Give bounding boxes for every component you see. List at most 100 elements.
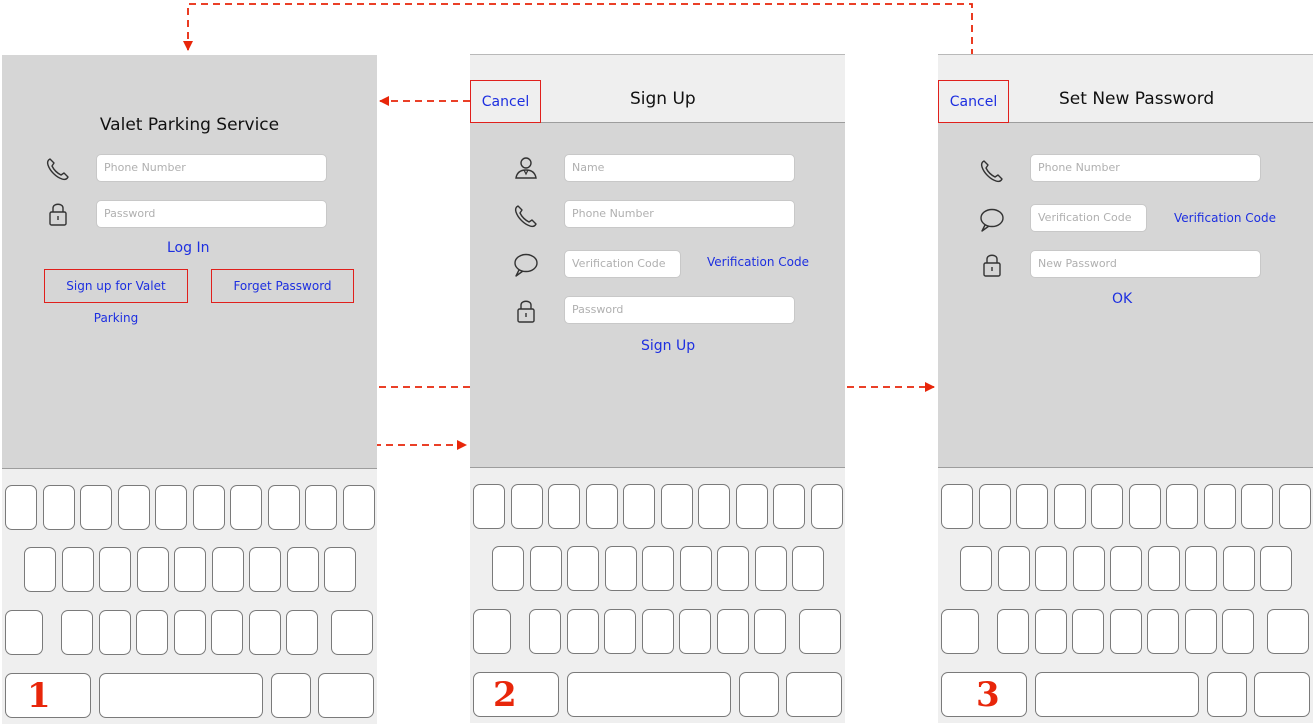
keyboard-key[interactable]: [473, 672, 559, 717]
keyboard-key[interactable]: [1166, 484, 1198, 529]
keyboard-key[interactable]: [1207, 672, 1247, 717]
keyboard-key[interactable]: [155, 485, 187, 530]
keyboard-key[interactable]: [1222, 609, 1254, 654]
keyboard-key[interactable]: [136, 610, 168, 655]
keyboard-key[interactable]: [1034, 609, 1067, 654]
keyboard-key[interactable]: [1128, 484, 1161, 529]
keyboard-key[interactable]: [716, 609, 749, 654]
keyboard-key[interactable]: [698, 484, 730, 529]
signup-button[interactable]: Sign Up: [641, 338, 696, 354]
keyboard-key[interactable]: [641, 609, 674, 654]
keyboard-key[interactable]: [1110, 546, 1142, 591]
verification-code-input[interactable]: Verification Code: [1030, 204, 1147, 232]
signup-for-valet-button[interactable]: Sign up for Valet Parking: [44, 269, 188, 325]
keyboard-key[interactable]: [473, 609, 511, 654]
name-input[interactable]: Name: [564, 154, 795, 182]
keyboard-key[interactable]: [567, 672, 731, 717]
keyboard-key[interactable]: [1185, 546, 1217, 591]
keyboard-key[interactable]: [1260, 546, 1292, 591]
keyboard-key[interactable]: [5, 610, 43, 655]
keyboard-key[interactable]: [941, 672, 1027, 717]
keyboard-key[interactable]: [271, 673, 311, 718]
keyboard-key[interactable]: [604, 609, 636, 654]
keyboard-key[interactable]: [548, 484, 580, 529]
get-verification-code-link[interactable]: Verification Code: [1174, 211, 1276, 225]
cancel-button[interactable]: Cancel: [938, 80, 1009, 123]
keyboard-key[interactable]: [1203, 484, 1236, 529]
keyboard-key[interactable]: [585, 484, 618, 529]
keyboard-key[interactable]: [623, 484, 655, 529]
keyboard-key[interactable]: [1035, 546, 1067, 591]
password-input[interactable]: Password: [564, 296, 795, 324]
keyboard-key[interactable]: [248, 610, 281, 655]
keyboard-key[interactable]: [739, 672, 779, 717]
keyboard-key[interactable]: [1091, 484, 1123, 529]
keyboard-key[interactable]: [305, 485, 337, 530]
keyboard-key[interactable]: [318, 673, 374, 718]
keyboard-key[interactable]: [941, 484, 973, 529]
phone-number-input[interactable]: Phone Number: [564, 200, 795, 228]
keyboard-key[interactable]: [567, 546, 599, 591]
keyboard-key[interactable]: [267, 485, 300, 530]
keyboard-key[interactable]: [754, 609, 786, 654]
keyboard-key[interactable]: [61, 547, 94, 592]
keyboard-key[interactable]: [173, 610, 206, 655]
forget-password-button[interactable]: Forget Password: [211, 269, 354, 303]
keyboard-key[interactable]: [754, 546, 787, 591]
phone-number-input[interactable]: Phone Number: [96, 154, 327, 182]
keyboard-key[interactable]: [5, 673, 91, 718]
keyboard-key[interactable]: [997, 546, 1030, 591]
keyboard-key[interactable]: [510, 484, 543, 529]
keyboard-key[interactable]: [660, 484, 693, 529]
keyboard-key[interactable]: [735, 484, 768, 529]
keyboard-key[interactable]: [799, 609, 841, 654]
keyboard-key[interactable]: [1278, 484, 1311, 529]
keyboard-key[interactable]: [978, 484, 1011, 529]
keyboard-key[interactable]: [331, 610, 373, 655]
keyboard-key[interactable]: [211, 610, 243, 655]
keyboard-key[interactable]: [42, 485, 75, 530]
keyboard-key[interactable]: [1254, 672, 1310, 717]
keyboard-key[interactable]: [1035, 672, 1199, 717]
phone-number-input[interactable]: Phone Number: [1030, 154, 1261, 182]
keyboard-key[interactable]: [679, 546, 712, 591]
keyboard-key[interactable]: [1016, 484, 1048, 529]
keyboard-key[interactable]: [230, 485, 262, 530]
keyboard-key[interactable]: [679, 609, 711, 654]
keyboard-key[interactable]: [286, 610, 318, 655]
keyboard-key[interactable]: [1072, 609, 1104, 654]
keyboard-key[interactable]: [324, 547, 356, 592]
keyboard-key[interactable]: [117, 485, 150, 530]
keyboard-key[interactable]: [604, 546, 637, 591]
new-password-input[interactable]: New Password: [1030, 250, 1261, 278]
keyboard-key[interactable]: [80, 485, 112, 530]
keyboard-key[interactable]: [99, 673, 263, 718]
keyboard-key[interactable]: [24, 547, 56, 592]
keyboard-key[interactable]: [1184, 609, 1217, 654]
keyboard-key[interactable]: [529, 609, 561, 654]
get-verification-code-link[interactable]: Verification Code: [707, 255, 809, 269]
keyboard-key[interactable]: [249, 547, 281, 592]
keyboard-key[interactable]: [192, 485, 225, 530]
keyboard-key[interactable]: [99, 547, 131, 592]
keyboard-key[interactable]: [342, 485, 375, 530]
keyboard-key[interactable]: [5, 485, 37, 530]
keyboard-key[interactable]: [642, 546, 674, 591]
keyboard-key[interactable]: [98, 610, 131, 655]
keyboard-key[interactable]: [1109, 609, 1142, 654]
keyboard-key[interactable]: [792, 546, 824, 591]
keyboard-key[interactable]: [997, 609, 1029, 654]
keyboard-key[interactable]: [211, 547, 244, 592]
keyboard-key[interactable]: [1267, 609, 1309, 654]
keyboard-key[interactable]: [1241, 484, 1273, 529]
keyboard-key[interactable]: [1053, 484, 1086, 529]
keyboard-key[interactable]: [136, 547, 169, 592]
keyboard-key[interactable]: [529, 546, 562, 591]
keyboard-key[interactable]: [786, 672, 842, 717]
keyboard-key[interactable]: [1072, 546, 1105, 591]
keyboard-key[interactable]: [773, 484, 805, 529]
keyboard-key[interactable]: [492, 546, 524, 591]
keyboard-key[interactable]: [174, 547, 206, 592]
keyboard-key[interactable]: [941, 609, 979, 654]
keyboard-key[interactable]: [810, 484, 843, 529]
